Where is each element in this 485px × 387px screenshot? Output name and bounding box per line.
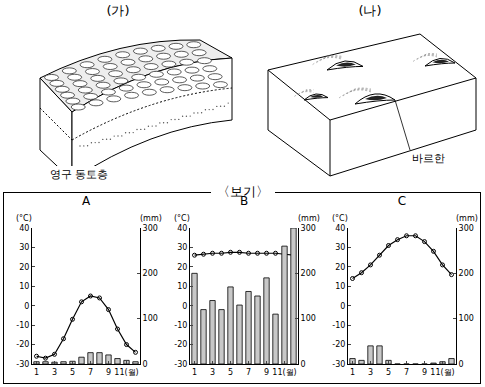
svg-text:20: 20 xyxy=(177,263,187,272)
svg-text:-10: -10 xyxy=(174,321,187,330)
svg-text:40: 40 xyxy=(335,224,345,233)
svg-text:300: 300 xyxy=(143,224,158,233)
svg-text:7: 7 xyxy=(88,368,93,377)
svg-text:7: 7 xyxy=(246,368,251,377)
svg-text:100: 100 xyxy=(143,314,158,323)
svg-text:-30: -30 xyxy=(16,360,29,369)
svg-text:9: 9 xyxy=(422,368,427,377)
svg-text:0: 0 xyxy=(340,302,345,311)
svg-text:-20: -20 xyxy=(174,340,187,349)
svg-text:100: 100 xyxy=(459,314,474,323)
svg-text:0: 0 xyxy=(24,302,29,311)
svg-text:9: 9 xyxy=(264,368,269,377)
svg-text:-30: -30 xyxy=(174,360,187,369)
svg-text:3: 3 xyxy=(52,368,57,377)
svg-text:바르한: 바르한 xyxy=(412,152,445,165)
svg-text:200: 200 xyxy=(301,269,316,278)
svg-text:(나): (나) xyxy=(358,3,381,18)
svg-text:-10: -10 xyxy=(332,321,345,330)
svg-text:-10: -10 xyxy=(16,321,29,330)
svg-text:11(월): 11(월) xyxy=(114,368,138,377)
svg-text:(°C): (°C) xyxy=(16,214,32,223)
svg-text:-20: -20 xyxy=(16,340,29,349)
svg-text:5: 5 xyxy=(228,368,233,377)
svg-text:200: 200 xyxy=(459,269,474,278)
svg-text:5: 5 xyxy=(386,368,391,377)
svg-text:영구 동토층: 영구 동토층 xyxy=(50,168,109,181)
svg-text:30: 30 xyxy=(177,243,187,252)
svg-text:300: 300 xyxy=(301,224,316,233)
svg-text:10: 10 xyxy=(335,282,345,291)
svg-text:(mm): (mm) xyxy=(140,214,162,223)
svg-text:(°C): (°C) xyxy=(174,214,190,223)
svg-text:0: 0 xyxy=(459,360,464,369)
svg-text:-20: -20 xyxy=(332,340,345,349)
svg-text:(가): (가) xyxy=(106,3,129,18)
svg-text:1: 1 xyxy=(350,368,355,377)
svg-text:30: 30 xyxy=(19,243,29,252)
svg-text:A: A xyxy=(82,194,91,208)
svg-text:11(월): 11(월) xyxy=(272,368,296,377)
svg-text:(mm): (mm) xyxy=(456,214,478,223)
svg-text:9: 9 xyxy=(106,368,111,377)
svg-text:40: 40 xyxy=(177,224,187,233)
svg-text:0: 0 xyxy=(143,360,148,369)
svg-text:3: 3 xyxy=(210,368,215,377)
svg-text:40: 40 xyxy=(19,224,29,233)
svg-text:100: 100 xyxy=(301,314,316,323)
svg-text:0: 0 xyxy=(182,302,187,311)
svg-text:-30: -30 xyxy=(332,360,345,369)
svg-text:B: B xyxy=(240,194,248,208)
svg-text:300: 300 xyxy=(459,224,474,233)
svg-text:200: 200 xyxy=(143,269,158,278)
svg-text:7: 7 xyxy=(404,368,409,377)
svg-text:1: 1 xyxy=(34,368,39,377)
svg-text:C: C xyxy=(398,194,406,208)
svg-text:10: 10 xyxy=(19,282,29,291)
svg-text:30: 30 xyxy=(335,243,345,252)
svg-text:11(월): 11(월) xyxy=(430,368,454,377)
svg-text:10: 10 xyxy=(177,282,187,291)
svg-text:(°C): (°C) xyxy=(332,214,348,223)
svg-text:20: 20 xyxy=(335,263,345,272)
svg-text:3: 3 xyxy=(368,368,373,377)
svg-text:0: 0 xyxy=(301,360,306,369)
svg-text:(mm): (mm) xyxy=(298,214,320,223)
svg-text:5: 5 xyxy=(70,368,75,377)
svg-text:20: 20 xyxy=(19,263,29,272)
svg-text:1: 1 xyxy=(192,368,197,377)
